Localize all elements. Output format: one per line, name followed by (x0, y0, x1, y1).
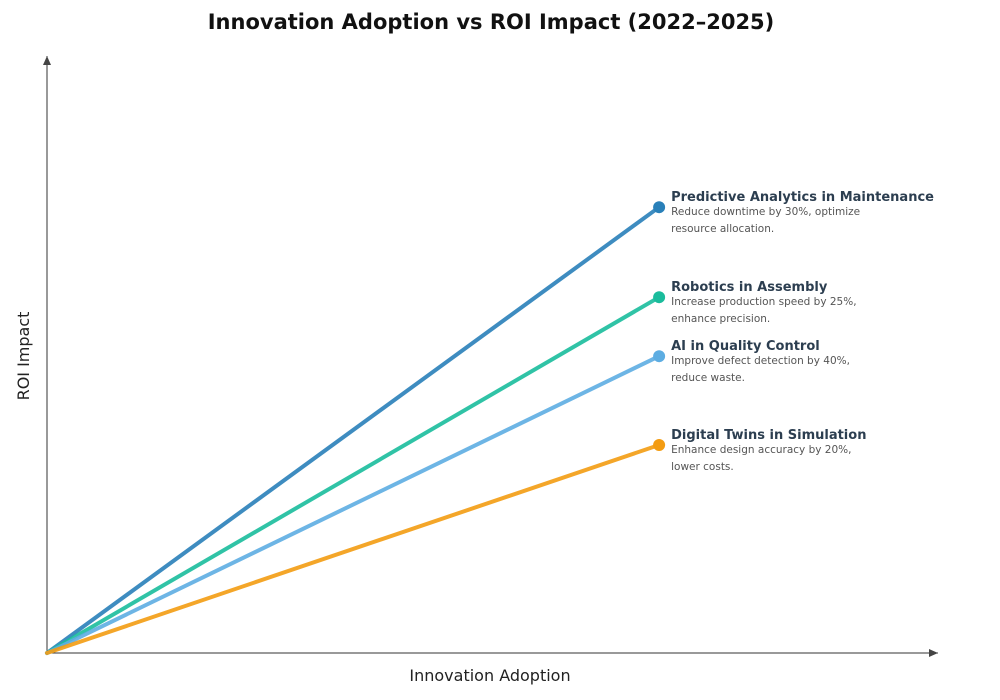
x-axis-label: Innovation Adoption (409, 666, 570, 685)
series-description-digital-twins-in-simulation: Enhance design accuracy by 20%, (671, 444, 851, 456)
series-line-predictive-analytics-in-maintenance (45, 205, 662, 655)
series-point-predictive-analytics-in-maintenance (653, 201, 666, 214)
series-label-ai-in-quality-control: AI in Quality Control (671, 339, 820, 354)
series-description-ai-in-quality-control: reduce waste. (671, 372, 745, 384)
series-label-digital-twins-in-simulation: Digital Twins in Simulation (671, 428, 866, 443)
series-description-digital-twins-in-simulation: lower costs. (671, 461, 734, 473)
series-description-ai-in-quality-control: Improve defect detection by 40%, (671, 355, 850, 367)
series-point-ai-in-quality-control (653, 350, 666, 363)
series-line-digital-twins-in-simulation (45, 442, 662, 655)
series-description-predictive-analytics-in-maintenance: resource allocation. (671, 223, 774, 235)
series-label-predictive-analytics-in-maintenance: Predictive Analytics in Maintenance (671, 190, 934, 205)
series-line-ai-in-quality-control (45, 354, 662, 655)
series-point-robotics-in-assembly (653, 291, 666, 304)
series-description-robotics-in-assembly: Increase production speed by 25%, (671, 296, 856, 308)
series-line-robotics-in-assembly (45, 295, 662, 655)
series-description-predictive-analytics-in-maintenance: Reduce downtime by 30%, optimize (671, 206, 860, 218)
y-axis-label: ROI Impact (14, 312, 33, 401)
series-point-digital-twins-in-simulation (653, 438, 666, 451)
series-description-robotics-in-assembly: enhance precision. (671, 313, 770, 325)
series-label-robotics-in-assembly: Robotics in Assembly (671, 280, 828, 295)
chart-title: Innovation Adoption vs ROI Impact (2022–… (207, 10, 775, 34)
